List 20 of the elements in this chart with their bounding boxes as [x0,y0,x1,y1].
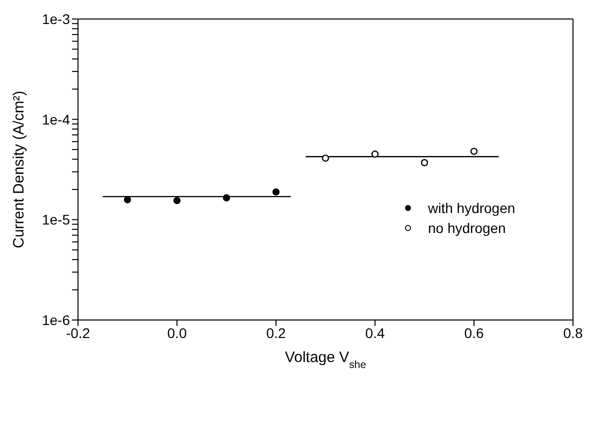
y-tick-label: 1e-5 [42,212,70,228]
x-tick-label: 0.4 [365,324,385,341]
y-axis-title: Current Density (A/cm²) [10,90,28,248]
point [322,154,330,162]
x-tick-label: 0.0 [167,324,187,341]
y-tick-label: 1e-3 [42,10,70,27]
point [470,148,478,155]
point [272,188,280,196]
x-tick-label: 0.2 [266,324,286,341]
legend-label: with hydrogen [428,200,516,216]
x-tick-label: 0.6 [464,324,484,341]
legend-label: no hydrogen [428,220,506,236]
y-tick-label: 1e-4 [42,111,70,128]
x-axis-title: Voltage V$_{she}$ [284,349,366,371]
point [371,150,379,158]
point [222,194,230,202]
point [420,159,428,166]
point [173,196,181,204]
point [124,196,132,204]
x-tick-label: 0.8 [563,324,583,341]
